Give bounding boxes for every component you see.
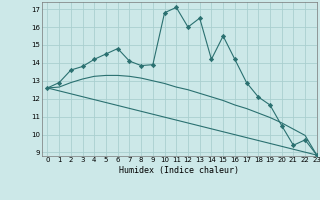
X-axis label: Humidex (Indice chaleur): Humidex (Indice chaleur) <box>119 166 239 175</box>
